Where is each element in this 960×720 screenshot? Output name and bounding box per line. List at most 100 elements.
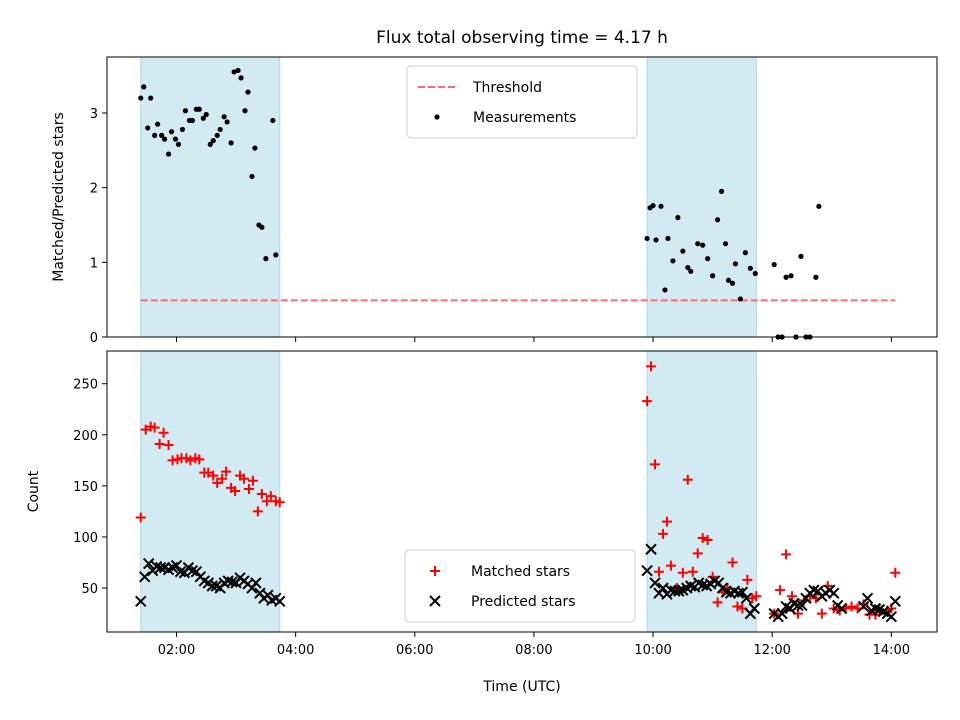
- data-point: [737, 296, 744, 302]
- data-point: [700, 242, 706, 248]
- data-point: [203, 111, 209, 118]
- bottom-panel: 02:00 04:00 06:00 08:00 10:00 12:00 14:00 50 100…: [26, 350, 938, 658]
- data-point: [732, 587, 745, 599]
- data-point: [138, 95, 144, 101]
- data-point: [846, 601, 857, 612]
- data-point: [682, 474, 693, 485]
- data-point: [828, 587, 840, 599]
- data-point: [732, 261, 739, 267]
- data-point: [189, 117, 195, 124]
- data-point: [675, 214, 681, 221]
- legend: Threshold Measurements: [406, 65, 638, 139]
- data-point: [736, 586, 749, 598]
- data-point: [163, 440, 174, 451]
- data-point: [808, 584, 820, 596]
- data-point: [182, 108, 189, 114]
- data-point: [712, 597, 723, 608]
- data-point: [857, 600, 870, 613]
- x-tick-label-2: 06:00: [396, 643, 433, 658]
- data-point: [208, 470, 219, 481]
- data-point: [644, 235, 650, 242]
- data-point: [705, 256, 711, 262]
- data-point: [718, 188, 725, 194]
- data-point: [185, 455, 196, 466]
- legend-label: Measurements: [473, 110, 576, 126]
- data-point: [732, 601, 743, 612]
- x-tick-label-1: 04:00: [277, 643, 314, 658]
- y-tick-label-2: 2: [90, 182, 98, 197]
- data-point: [200, 115, 206, 121]
- data-point: [697, 532, 708, 543]
- data-point: [710, 273, 716, 279]
- data-point: [226, 576, 238, 588]
- y-tick-label-0: 0: [90, 331, 98, 346]
- x-tick-label-3: 08:00: [515, 643, 552, 658]
- data-point: [813, 274, 819, 280]
- data-point: [658, 203, 664, 209]
- x-tick-label-0: 02:00: [158, 643, 195, 658]
- data-point: [273, 252, 279, 258]
- x-axis-title: Time (UTC): [482, 679, 560, 695]
- y-tick-label-1: 100: [73, 531, 98, 546]
- data-point: [835, 602, 848, 615]
- data-point: [641, 564, 653, 577]
- data-point: [714, 217, 721, 223]
- data-point: [159, 132, 165, 138]
- data-point: [149, 422, 160, 433]
- legend-marker: [429, 595, 441, 607]
- data-point: [250, 577, 262, 589]
- data-point: [148, 95, 154, 101]
- data-point: [816, 203, 822, 209]
- data-point: [740, 592, 753, 604]
- y-tick-label-3: 3: [90, 107, 98, 122]
- y-tick-label-1: 1: [90, 256, 98, 271]
- data-point: [186, 564, 199, 577]
- data-point: [259, 224, 265, 230]
- data-point: [680, 248, 686, 254]
- chart-title: Flux total observing time = 4.17 h: [376, 28, 668, 48]
- data-point: [167, 455, 178, 466]
- data-point: [217, 126, 223, 133]
- y-tick-label-3: 200: [73, 429, 98, 444]
- y-axis-title: Count: [26, 470, 42, 512]
- data-point: [816, 608, 827, 619]
- top-panel: 0 1 2 3 Matched/Predicted stars Threshold Meas…: [51, 56, 938, 346]
- data-point: [230, 485, 241, 496]
- data-point: [722, 241, 729, 247]
- data-point: [228, 140, 234, 146]
- data-point: [798, 253, 804, 259]
- data-point: [154, 438, 165, 449]
- y-tick-label-2: 150: [73, 480, 98, 495]
- data-point: [781, 549, 792, 560]
- data-point: [179, 126, 186, 133]
- data-point: [239, 473, 250, 484]
- data-point: [207, 141, 213, 147]
- data-point: [776, 607, 788, 620]
- legend: Matched stars Predicted stars: [404, 549, 636, 623]
- plot-frame: [106, 56, 938, 338]
- data-point: [650, 202, 656, 209]
- data-point: [702, 535, 713, 546]
- data-point: [217, 473, 228, 484]
- data-point: [172, 136, 179, 142]
- data-point: [214, 132, 220, 138]
- legend-marker: [434, 114, 440, 120]
- data-point: [653, 237, 659, 243]
- data-point: [221, 466, 232, 477]
- data-point: [247, 475, 258, 486]
- data-point: [141, 84, 147, 90]
- data-point: [194, 454, 205, 465]
- data-point: [165, 151, 172, 157]
- data-point: [729, 280, 736, 286]
- legend-label: Matched stars: [471, 564, 570, 580]
- legend-box: [404, 549, 636, 623]
- data-point: [235, 67, 241, 74]
- data-point: [869, 602, 882, 615]
- data-point: [889, 595, 902, 608]
- data-point: [688, 268, 694, 274]
- data-point: [243, 483, 254, 494]
- data-point: [742, 250, 748, 256]
- data-point: [142, 557, 155, 570]
- data-point: [695, 241, 701, 247]
